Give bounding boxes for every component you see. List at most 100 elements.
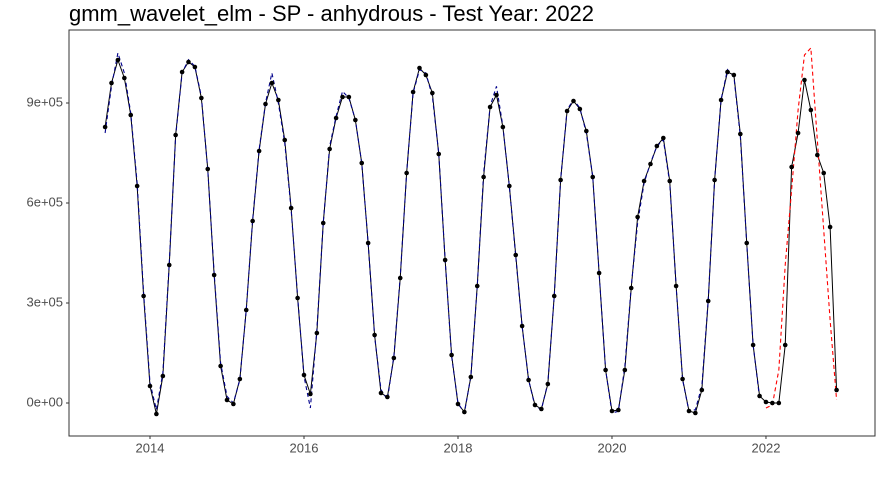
data-point (641, 178, 647, 184)
y-tick-label: 6e+05 (26, 194, 63, 209)
x-tick-label: 2018 (444, 440, 473, 455)
data-point (513, 252, 519, 258)
data-point (154, 411, 159, 417)
data-point (417, 65, 422, 71)
data-point (494, 92, 499, 98)
data-point (166, 262, 172, 268)
data-point (834, 387, 839, 393)
series-line (104, 52, 761, 415)
data-point (532, 402, 538, 408)
x-tick-label: 2014 (136, 440, 165, 455)
data-point (705, 298, 711, 304)
data-point (815, 152, 820, 158)
data-point (327, 146, 332, 152)
y-tick-label: 9e+05 (26, 94, 63, 109)
data-point (385, 394, 390, 400)
data-point (481, 174, 486, 180)
data-point (410, 89, 416, 95)
data-point (276, 97, 281, 103)
data-point (661, 135, 666, 141)
data-point (628, 285, 634, 291)
data-point (526, 377, 531, 383)
data-point (186, 59, 191, 65)
data-point (487, 104, 493, 110)
data-point (391, 355, 397, 361)
data-point (757, 393, 762, 399)
x-tick-label: 2022 (752, 440, 781, 455)
data-point (455, 401, 461, 407)
y-tick-label: 0e+00 (26, 394, 63, 409)
data-point (109, 80, 114, 86)
data-point (102, 124, 108, 130)
data-point (590, 174, 596, 180)
data-point (218, 363, 223, 369)
data-point (134, 183, 140, 189)
data-point (423, 72, 429, 78)
data-point (808, 107, 814, 113)
data-point (243, 307, 249, 313)
data-point (795, 130, 801, 136)
data-point (725, 69, 730, 75)
data-point (667, 178, 673, 184)
data-point (288, 205, 294, 211)
data-point (545, 381, 551, 387)
data-point (346, 94, 352, 100)
data-point (718, 97, 724, 103)
data-point (192, 64, 198, 70)
data-point (551, 293, 557, 299)
data-point (648, 161, 653, 167)
data-point (776, 400, 782, 406)
data-point (263, 101, 268, 107)
data-point (372, 332, 377, 338)
data-point (141, 293, 146, 299)
data-point (571, 98, 576, 104)
data-point (449, 352, 454, 358)
data-point (122, 75, 127, 81)
data-point (731, 72, 737, 78)
data-point (558, 177, 563, 183)
data-point (802, 77, 807, 83)
data-point (173, 132, 178, 138)
data-point (770, 400, 775, 406)
data-point (827, 224, 833, 230)
data-point (442, 257, 448, 263)
data-point (224, 397, 230, 403)
data-point (500, 124, 506, 130)
data-point (680, 376, 685, 382)
data-point (353, 117, 358, 123)
data-point (782, 342, 788, 348)
data-point (462, 409, 467, 415)
data-point (635, 214, 640, 220)
data-point (750, 342, 756, 348)
data-point (699, 387, 705, 393)
series-line (104, 58, 838, 415)
data-point (738, 131, 743, 137)
series-line (765, 46, 838, 409)
data-point (359, 160, 365, 166)
data-point (564, 108, 570, 114)
data-point (333, 115, 339, 121)
data-point (763, 399, 769, 405)
data-point (320, 220, 326, 226)
data-point (160, 373, 166, 379)
plot-panel (68, 29, 876, 437)
data-point (205, 166, 211, 172)
data-point (744, 240, 750, 246)
data-point (404, 170, 409, 176)
data-point (603, 367, 608, 373)
x-tick-label: 2020 (598, 440, 627, 455)
data-point (128, 112, 134, 118)
data-point (295, 295, 300, 301)
data-point (269, 80, 275, 86)
data-point (237, 376, 243, 382)
data-point (301, 372, 307, 378)
data-point (673, 283, 679, 289)
chart-title: gmm_wavelet_elm - SP - anhydrous - Test … (69, 1, 594, 26)
data-point (147, 383, 153, 389)
data-point (282, 137, 288, 143)
data-point (436, 151, 442, 157)
data-point (693, 410, 698, 416)
y-tick-label: 3e+05 (26, 294, 63, 309)
data-point (821, 170, 827, 176)
